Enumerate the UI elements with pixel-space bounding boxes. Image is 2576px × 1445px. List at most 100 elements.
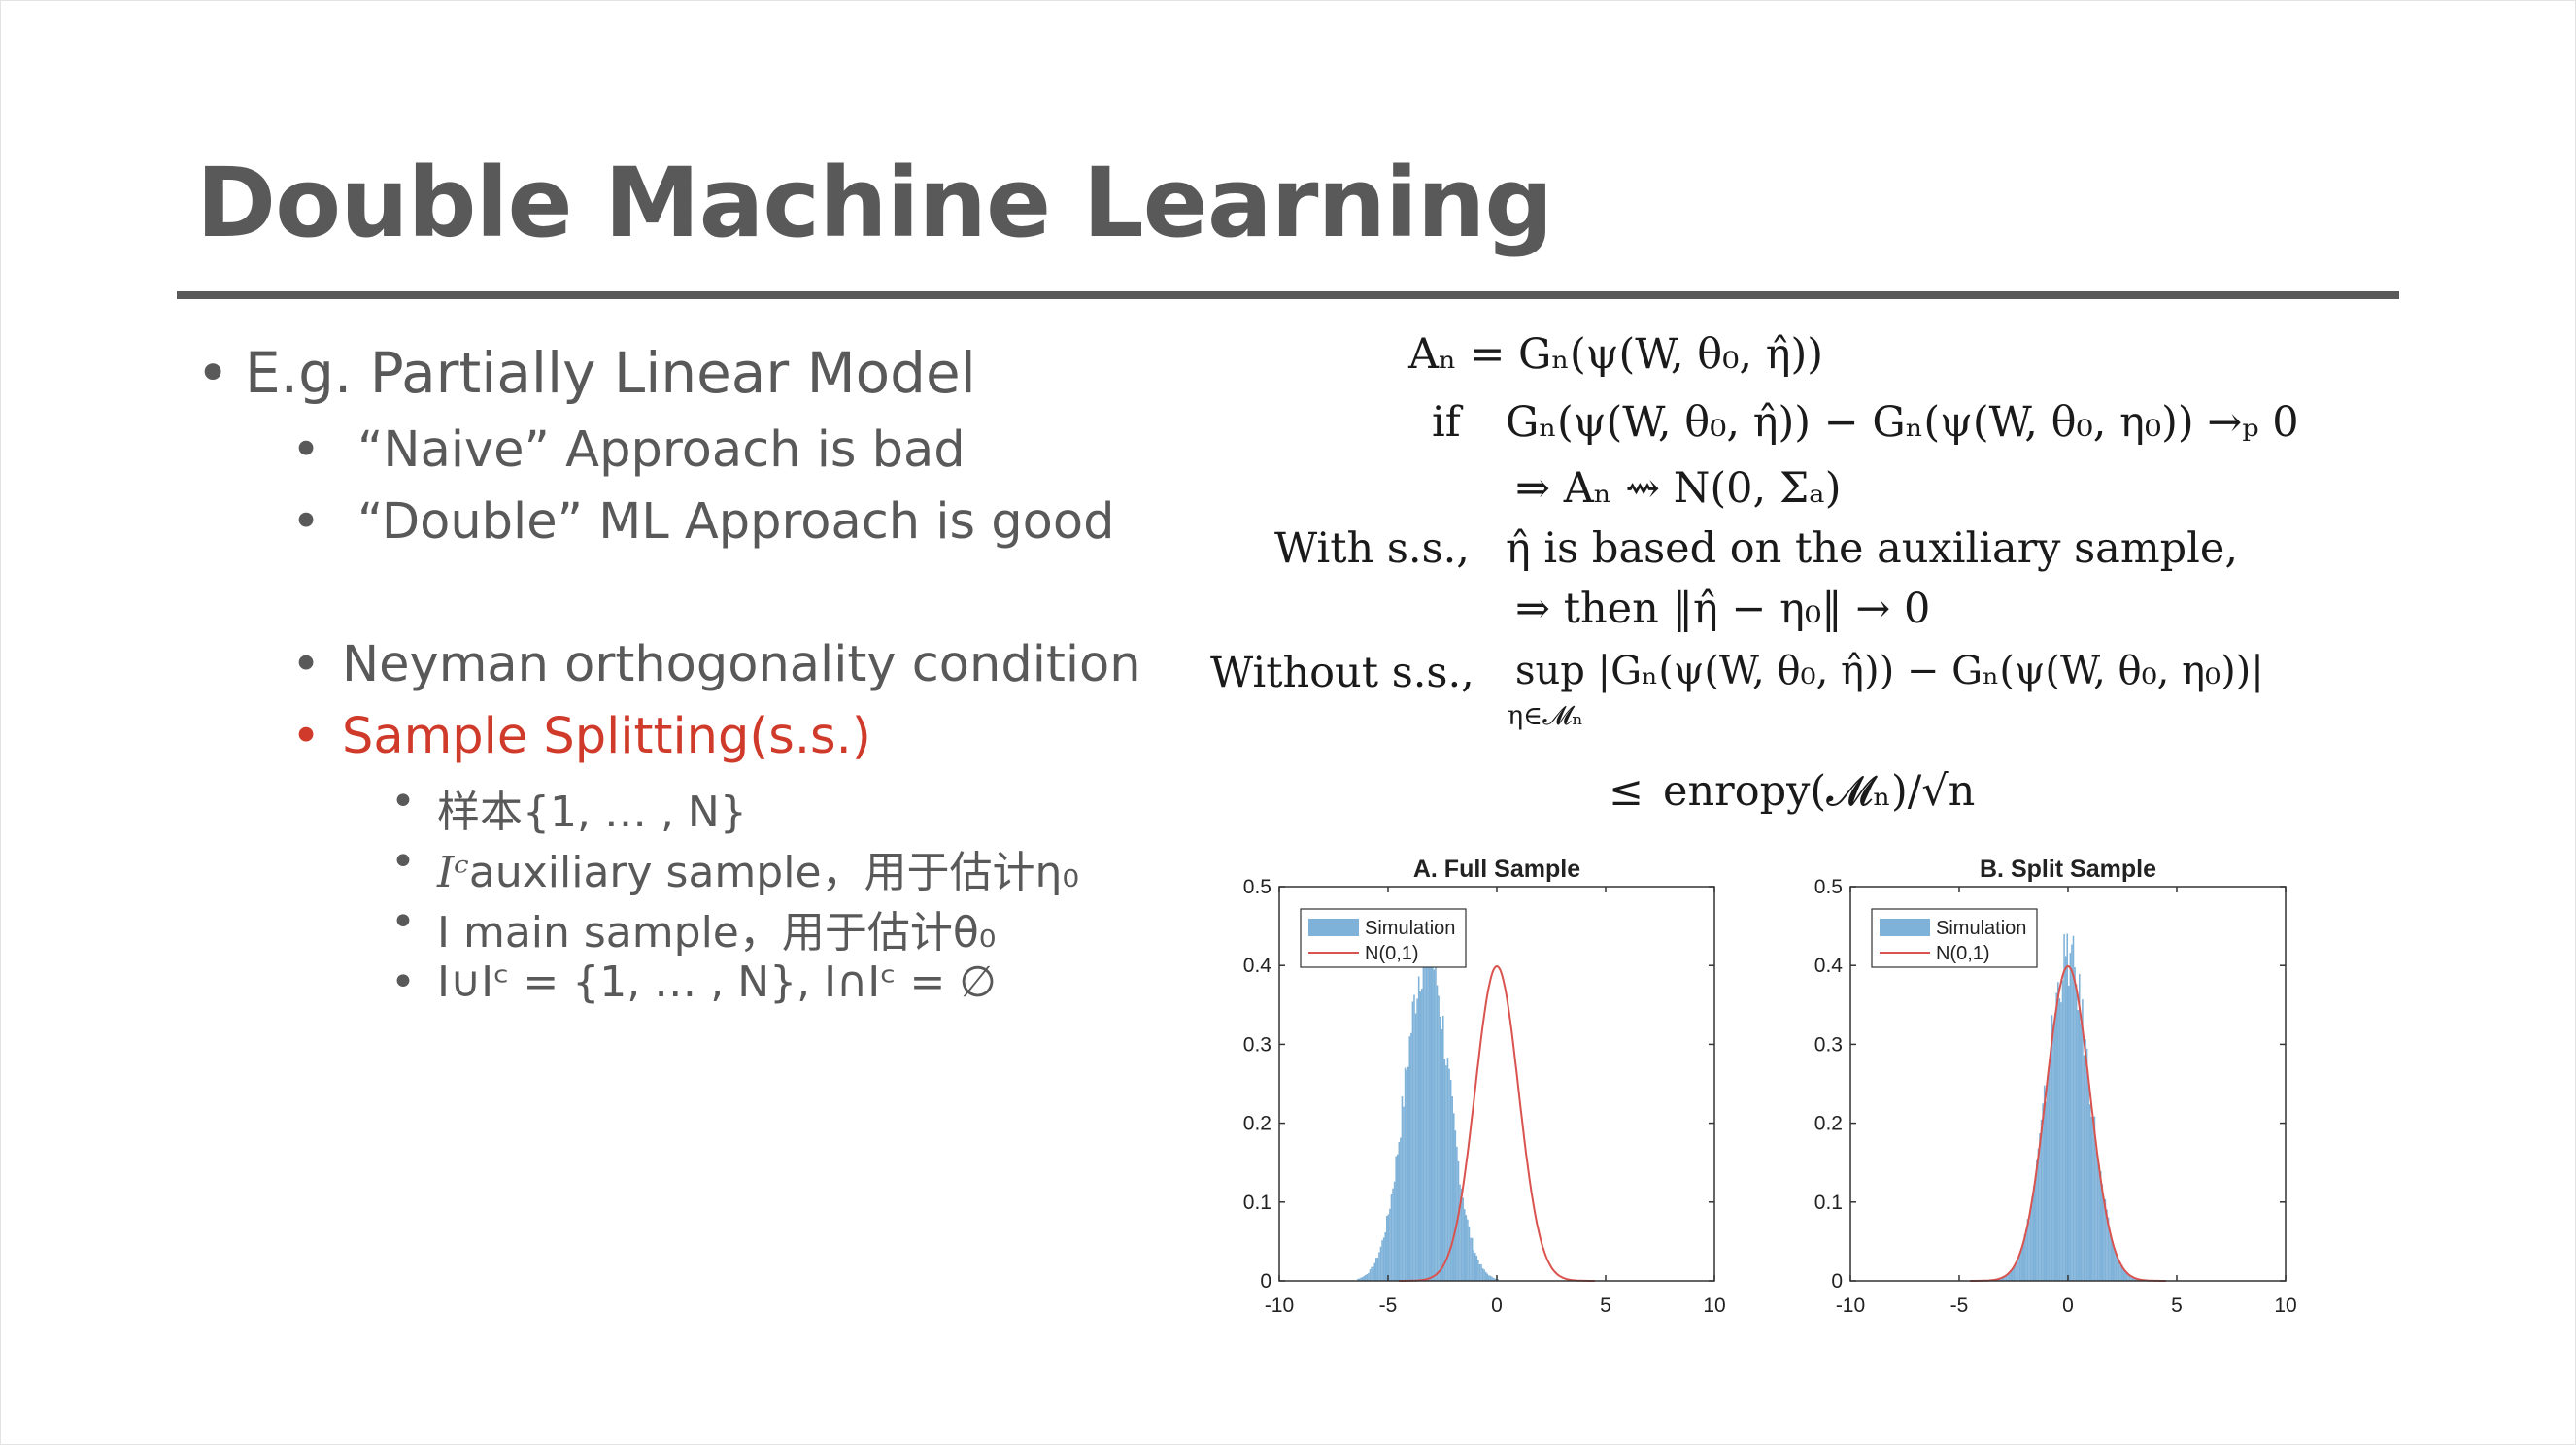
histogram-bar <box>1430 958 1433 1281</box>
histogram-bar <box>2050 1059 2051 1281</box>
slide-title: Double Machine Learning <box>196 148 1553 259</box>
histogram-bar <box>1421 988 1423 1281</box>
histogram-bar <box>1371 1266 1373 1281</box>
histogram-bar <box>2057 982 2059 1281</box>
histogram-bar <box>1404 1067 1407 1281</box>
histogram-bar <box>1413 994 1415 1281</box>
histogram-bar <box>1478 1264 1481 1281</box>
equation-an: Aₙ = Gₙ(ψ(W, θ₀, η̂)) <box>1408 330 1824 379</box>
histogram-bar <box>1389 1208 1391 1281</box>
histogram-bar <box>2026 1219 2029 1281</box>
x-tick-label: 5 <box>1600 1294 1611 1317</box>
histogram-bar <box>2058 998 2061 1281</box>
histogram-bar <box>1382 1237 1385 1281</box>
histogram-bar <box>2128 1274 2131 1281</box>
y-tick-label: 0.2 <box>1814 1113 1843 1135</box>
histogram-bar <box>1361 1277 1364 1281</box>
histogram-bar <box>2078 974 2081 1281</box>
histogram-bar <box>1390 1194 1393 1281</box>
histogram-bar <box>2004 1275 2006 1281</box>
histogram-bar <box>2096 1159 2099 1281</box>
title-rule <box>177 291 2399 299</box>
histogram-bar <box>1411 1001 1414 1281</box>
histogram-bar <box>1443 1059 1446 1281</box>
histogram-bar <box>1396 1154 1399 1281</box>
histogram-bar <box>2122 1268 2125 1281</box>
histogram-bar <box>2043 1085 2046 1281</box>
histogram-bar <box>2047 1076 2049 1281</box>
equation-bound-le: ≤ <box>1609 767 1644 816</box>
histogram-bar <box>2083 1055 2085 1281</box>
histogram-bar <box>1416 998 1418 1281</box>
histogram-bar <box>1401 1096 1404 1281</box>
histogram-bar <box>2080 1023 2083 1281</box>
histogram-bar <box>2016 1261 2018 1281</box>
x-tick-label: -10 <box>1836 1294 1865 1317</box>
histogram-bar <box>2114 1249 2116 1281</box>
histogram-bar <box>2095 1147 2097 1281</box>
histogram-bar <box>1459 1184 1461 1281</box>
histogram-bar <box>1373 1262 1376 1281</box>
histogram-bar <box>1470 1237 1472 1281</box>
histogram-bar <box>2018 1254 2021 1281</box>
histogram-bar <box>2011 1268 2014 1281</box>
histogram-bar <box>1406 1070 1407 1281</box>
histogram-figure: A. Full Sample -10 -5 0 5 10 0 0.1 0.2 0.3 0.4 0.5 S… <box>1243 856 2297 1317</box>
equation-asymptotic: ⇒ Aₙ ⇝ N(0, Σₐ) <box>1515 464 1842 513</box>
histogram-bar <box>2031 1195 2033 1281</box>
histogram-bar <box>1477 1260 1479 1281</box>
histogram-bar <box>2039 1133 2041 1281</box>
histogram-bar <box>2106 1209 2108 1281</box>
histogram-bar <box>1428 962 1431 1281</box>
histogram-bar <box>1456 1146 1458 1281</box>
histogram-bar <box>2025 1229 2027 1281</box>
histogram-bar <box>2130 1276 2132 1281</box>
histogram-bar <box>1403 1106 1405 1281</box>
histogram-bar <box>1379 1246 1382 1281</box>
histogram-bar <box>1468 1226 1471 1281</box>
equation-with-ss: η̂ is based on the auxiliary sample, <box>1506 524 2238 573</box>
histogram-bar <box>2087 1078 2089 1281</box>
histogram-bar <box>2107 1217 2110 1281</box>
histogram-bar <box>1414 1013 1417 1281</box>
legend-swatch-simulation <box>1308 919 1359 936</box>
y-tick-label: 0.3 <box>1814 1033 1843 1056</box>
y-tick-label: 0 <box>1260 1270 1271 1293</box>
histogram-bar <box>1446 1058 1449 1281</box>
histogram-bar <box>2060 1002 2062 1281</box>
y-tick-label: 0.5 <box>1243 876 1271 898</box>
histogram-bar <box>1407 1066 1409 1281</box>
histogram-bar <box>1393 1181 1396 1281</box>
histogram-bar <box>2036 1159 2038 1281</box>
histogram-bar <box>2098 1164 2100 1281</box>
histogram-bar <box>2021 1244 2024 1281</box>
histogram-bar <box>1441 1029 1442 1281</box>
histogram-bar <box>2020 1249 2022 1281</box>
histogram-bar <box>1483 1269 1485 1281</box>
histogram-bar <box>2007 1273 2009 1281</box>
legend-label-simulation: Simulation <box>1365 918 1455 939</box>
histogram-bar <box>1419 991 1422 1281</box>
histogram-bar <box>1427 920 1429 1281</box>
histogram-bar <box>2061 980 2064 1281</box>
normal-curve-line <box>1970 964 2166 1282</box>
histogram-bar <box>2104 1199 2107 1281</box>
histogram-bar <box>2127 1273 2129 1281</box>
histogram-bar <box>2063 934 2065 1281</box>
histogram-bar <box>1376 1257 1379 1281</box>
histogram-bar <box>2028 1221 2030 1281</box>
histogram-bar <box>1454 1130 1457 1281</box>
histogram-bar <box>1467 1219 1469 1281</box>
histogram-bar <box>1473 1250 1474 1281</box>
histogram-bar <box>2042 1103 2044 1281</box>
histogram-bar <box>1486 1273 1489 1281</box>
histogram-bar <box>1381 1240 1383 1281</box>
histogram-bar <box>1494 1278 1496 1281</box>
histogram-bar <box>1425 940 1428 1281</box>
histogram-bar <box>2131 1276 2134 1281</box>
x-tick-label: 5 <box>2171 1294 2183 1317</box>
histogram-bar <box>1491 1276 1493 1281</box>
histogram-bar <box>1999 1278 2002 1281</box>
histogram-bar <box>2001 1277 2003 1281</box>
histogram-bar <box>1368 1272 1370 1281</box>
